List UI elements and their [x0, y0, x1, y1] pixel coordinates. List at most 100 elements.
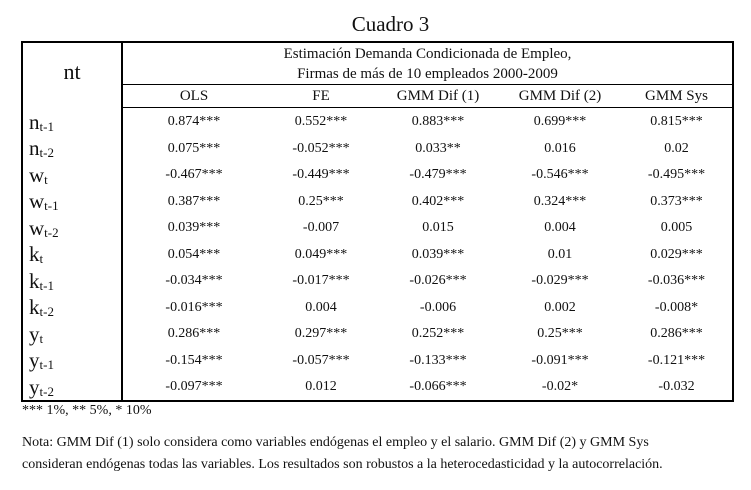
table-cell: -0.007	[302, 220, 340, 236]
table-cell: -0.034***	[165, 273, 223, 289]
table-cell: 0.373***	[650, 193, 703, 209]
table-row: wt -0.467*** -0.449*** -0.479*** -0.546*** -0…	[23, 162, 732, 189]
table-cell: 0.033**	[415, 140, 461, 156]
row-label: yt-1	[23, 348, 123, 373]
variable-subscript: t-1	[39, 118, 54, 134]
table-cell: 0.252***	[411, 326, 465, 342]
variable-subscript: t-1	[44, 198, 59, 214]
row-label: kt-1	[23, 269, 123, 294]
column-header: GMM Sys	[645, 88, 708, 104]
column-header: FE	[312, 88, 330, 104]
table-cell: 0.005	[660, 220, 693, 236]
column-header: GMM Dif (1)	[396, 88, 480, 104]
table-cell: 0.039***	[411, 246, 465, 262]
table-cell: 0.015	[422, 220, 454, 236]
footnote-line: consideran endógenas todas las variables…	[22, 457, 663, 472]
table-row: kt-2 -0.016*** 0.004 -0.006 0.002 -0.008*	[23, 295, 732, 322]
variable-subscript: t	[39, 330, 44, 346]
table-cell: 0.286***	[167, 326, 221, 342]
table-cell: -0.052***	[292, 140, 350, 156]
table-title: Cuadro 3	[351, 12, 430, 36]
table-row: yt-2 -0.097*** 0.012 -0.066*** -0.02* -0.032	[23, 374, 732, 401]
table-cell: 0.815***	[650, 114, 703, 130]
table-cell: 0.02	[664, 140, 689, 156]
table-cell: -0.495***	[647, 167, 706, 183]
table-cell: -0.016***	[165, 299, 223, 315]
table-body: nt-1 0.874*** 0.552*** 0.883*** 0.699*** 0.81…	[23, 109, 732, 401]
table-cell: -0.02*	[541, 379, 579, 395]
column-header: OLS	[179, 88, 209, 104]
variable-name: k	[29, 242, 40, 267]
footnote: Nota: GMM Dif (1) solo considera como va…	[22, 432, 751, 476]
table-cell: -0.097***	[165, 379, 223, 395]
table-row: nt-1 0.874*** 0.552*** 0.883*** 0.699*** 0.81…	[23, 109, 732, 136]
table-cell: 0.012	[305, 379, 337, 395]
row-label: wt-1	[23, 189, 123, 214]
variable-name: w	[29, 189, 45, 214]
table-cell: 0.075***	[167, 140, 221, 156]
variable-name: y	[29, 321, 40, 346]
table-cell: 0.054***	[167, 246, 221, 262]
table-cell: -0.479***	[409, 167, 467, 183]
table-cell: 0.387***	[167, 193, 221, 209]
row-label: yt	[23, 322, 123, 347]
significance-note: *** 1%, ** 5%, * 10%	[22, 403, 152, 418]
variable-subscript: t-2	[39, 304, 54, 320]
table-cell: 0.402***	[411, 193, 465, 209]
variable-subscript: t	[44, 171, 48, 187]
row-label: yt-2	[23, 375, 123, 400]
footnote-line: Nota: GMM Dif (1) solo considera como va…	[22, 435, 649, 450]
table-cell: -0.029***	[531, 273, 589, 289]
column-headers: OLS FE GMM Dif (1) GMM Dif (2) GMM Sys	[123, 86, 732, 108]
table-cell: 0.039***	[167, 220, 221, 236]
table-cell: 0.029***	[650, 246, 703, 262]
table-cell: -0.154***	[165, 352, 223, 368]
table-row: kt 0.054*** 0.049*** 0.039*** 0.01 0.029***	[23, 242, 732, 269]
column-header: GMM Dif (2)	[518, 88, 602, 104]
table-cell: 0.004	[305, 299, 337, 315]
table-cell: -0.006	[419, 299, 457, 315]
table-cell: -0.008*	[654, 299, 699, 315]
table-cell: 0.25***	[298, 193, 344, 209]
table-row: yt 0.286*** 0.297*** 0.252*** 0.25*** 0.286**…	[23, 321, 732, 348]
table-cell: -0.121***	[647, 352, 706, 368]
table-cell: 0.049***	[294, 246, 348, 262]
variable-subscript: t-1	[39, 277, 54, 293]
table-cell: 0.883***	[411, 114, 465, 130]
row-label: kt-2	[23, 295, 123, 320]
row-label: wt-2	[23, 216, 123, 241]
variable-name: y	[29, 348, 40, 373]
table-cell: -0.467***	[165, 167, 223, 183]
variable-name: w	[29, 215, 45, 240]
row-label: kt	[23, 242, 123, 267]
variable-name: k	[29, 295, 40, 320]
table-row: kt-1 -0.034*** -0.017*** -0.026*** -0.029***…	[23, 268, 732, 295]
table-cell: 0.01	[547, 246, 573, 262]
table-cell: 0.874***	[167, 114, 221, 130]
table-cell: 0.552***	[294, 114, 348, 130]
row-label: nt-1	[23, 110, 123, 135]
table-cell: 0.002	[544, 299, 576, 315]
table-cell: -0.017***	[292, 273, 350, 289]
variable-name: w	[29, 162, 45, 187]
table-row: yt-1 -0.154*** -0.057*** -0.133*** -0.091***…	[23, 348, 732, 375]
table-cell: 0.699***	[533, 114, 587, 130]
table-cell: -0.066***	[409, 379, 467, 395]
variable-name: y	[29, 374, 40, 399]
table-cell: -0.449***	[292, 167, 350, 183]
table-row: wt-1 0.387*** 0.25*** 0.402*** 0.324*** 0.373…	[23, 189, 732, 216]
header-line-2: Firmas de más de 10 empleados 2000-2009	[297, 66, 558, 82]
table-cell: -0.546***	[531, 167, 589, 183]
stub-header: nt	[63, 59, 81, 84]
table-cell: -0.057***	[292, 352, 350, 368]
table-cell: 0.286***	[650, 326, 703, 342]
header-line-1: Estimación Demanda Condicionada de Emple…	[283, 46, 572, 62]
table-row: nt-2 0.075*** -0.052*** 0.033** 0.016 0.02	[23, 136, 732, 163]
table-row: wt-2 0.039*** -0.007 0.015 0.004 0.005	[23, 215, 732, 242]
variable-name: n	[29, 109, 40, 134]
table-cell: -0.026***	[409, 273, 467, 289]
variable-subscript: t-2	[39, 145, 54, 161]
table-cell: -0.133***	[409, 352, 467, 368]
table-cell: -0.032	[658, 379, 695, 395]
table-cell: 0.25***	[537, 326, 583, 342]
